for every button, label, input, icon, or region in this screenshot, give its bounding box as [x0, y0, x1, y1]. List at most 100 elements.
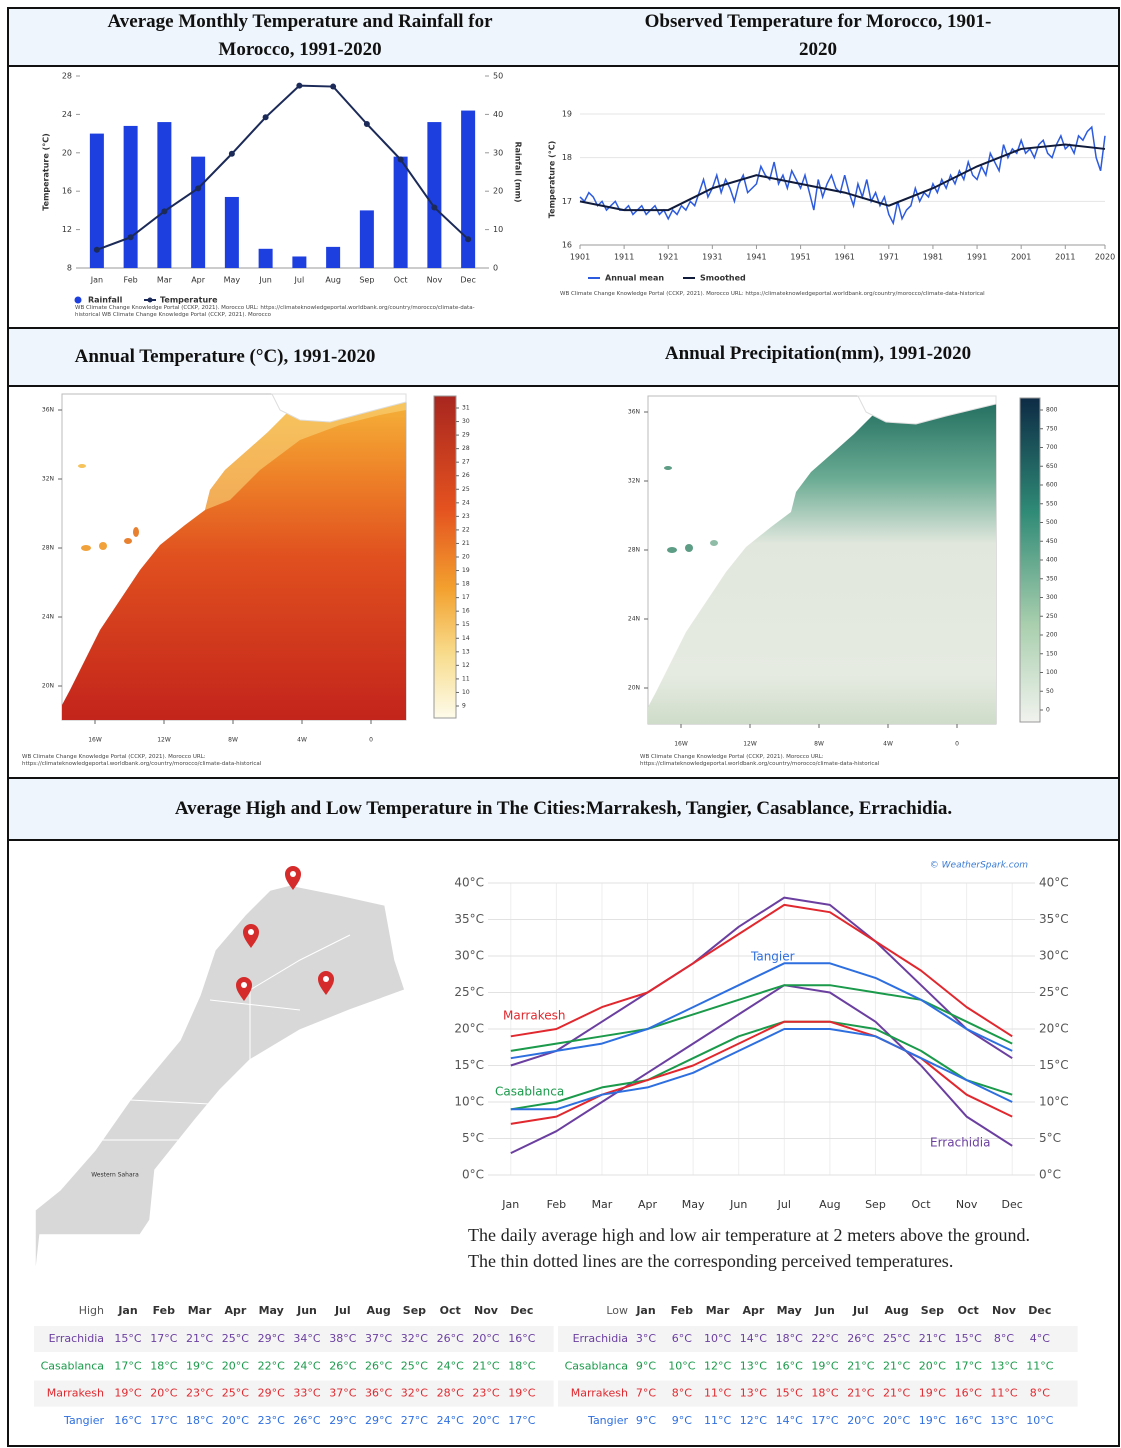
table-cell: 10°C — [704, 1332, 731, 1345]
line — [510, 1028, 1013, 1111]
table-cell: 19°C — [186, 1359, 213, 1372]
y-tick-label: 0°C — [462, 1168, 484, 1182]
line — [96, 84, 469, 251]
x-tick-label: Mar — [157, 276, 173, 285]
y-axis-label: Temperature (°C) — [42, 133, 51, 211]
series-label: Tangier — [750, 950, 795, 964]
colorbar-label: 10 — [462, 689, 470, 696]
lat-label: 28N — [42, 545, 54, 552]
table-header: Jan — [635, 1304, 655, 1317]
colorbar-label: 350 — [1046, 575, 1058, 582]
y-tick-label: 15°C — [454, 1058, 484, 1072]
table-cell: 26°C — [847, 1332, 874, 1345]
table-cell: 37°C — [365, 1332, 392, 1345]
table-cell: 21°C — [472, 1359, 499, 1372]
table-cell: 16°C — [508, 1332, 535, 1345]
table-cell: 21°C — [847, 1387, 874, 1400]
table-header: Oct — [440, 1304, 461, 1317]
table-cell: Tangier — [63, 1414, 104, 1427]
source-note: WB Climate Change Knowledge Portal (CCKP… — [640, 754, 880, 767]
table-cell: 20°C — [222, 1359, 249, 1372]
table-cell: 33°C — [293, 1387, 320, 1400]
table-cell: 8°C — [994, 1332, 1014, 1345]
x-tick-label: May — [682, 1198, 705, 1211]
table-cell: 21°C — [883, 1387, 910, 1400]
table-cell: 16°C — [114, 1414, 141, 1427]
table-header: Apr — [224, 1304, 246, 1317]
x-tick-label: Oct — [912, 1198, 932, 1211]
line — [579, 143, 1106, 212]
table-cell: 17°C — [114, 1359, 141, 1372]
y2-tick-label: 0 — [493, 264, 498, 273]
colorbar-label: 100 — [1046, 669, 1058, 676]
colorbar-label: 11 — [462, 675, 470, 682]
line — [510, 1020, 1013, 1125]
table-cell: 32°C — [401, 1387, 428, 1400]
point — [161, 208, 168, 215]
colorbar-label: 20 — [462, 554, 470, 561]
table-cell: 22°C — [258, 1359, 285, 1372]
table-cell: 20°C — [472, 1332, 499, 1345]
bar — [258, 248, 273, 268]
bar — [427, 122, 442, 268]
table-cell: 37°C — [329, 1387, 356, 1400]
table-cell: 27°C — [401, 1414, 428, 1427]
table-cell: 38°C — [329, 1332, 356, 1345]
source-note: WB Climate Change Knowledge Portal (CCKP… — [75, 305, 475, 318]
table-cell: 19°C — [919, 1387, 946, 1400]
table-header: Jun — [814, 1304, 835, 1317]
y-tick-label: 5°C — [462, 1131, 484, 1145]
colorbar-label: 22 — [462, 526, 470, 533]
legend-label: Temperature — [160, 296, 218, 305]
colorbar-label: 9 — [462, 703, 466, 710]
table-header: Nov — [474, 1304, 499, 1317]
table-cell: 21°C — [883, 1359, 910, 1372]
lat-label: 36N — [42, 407, 54, 414]
table-cell: Errachidia — [49, 1332, 104, 1345]
map-label: Western Sahara — [91, 1172, 139, 1179]
table-cell: 26°C — [437, 1332, 464, 1345]
y-tick-label: 10°C — [454, 1095, 484, 1109]
table-cell: 13°C — [990, 1359, 1017, 1372]
line — [510, 1020, 1013, 1111]
point — [296, 82, 303, 89]
colorbar-label: 500 — [1046, 519, 1058, 526]
colorbar-label: 450 — [1046, 538, 1058, 545]
x-tick-label: Apr — [638, 1198, 658, 1211]
colorbar-label: 17 — [462, 594, 470, 601]
source-note: WB Climate Change Knowledge Portal (CCKP… — [560, 291, 985, 297]
series-label: Marrakesh — [503, 1009, 565, 1023]
x-tick-label: Oct — [394, 276, 408, 285]
y-axis-label: Temperature (°C) — [548, 141, 557, 219]
table-header: Sep — [921, 1304, 944, 1317]
table-cell: 18°C — [811, 1387, 838, 1400]
header-band — [7, 7, 1120, 67]
table-cell: 34°C — [293, 1332, 320, 1345]
colorbar-label: 25 — [462, 486, 470, 493]
x-tick-label: Dec — [460, 276, 475, 285]
table-cell: 25°C — [222, 1332, 249, 1345]
point — [465, 236, 472, 243]
lon-label: 0 — [955, 741, 959, 748]
lat-label: 20N — [628, 685, 640, 692]
table-cell: Tangier — [587, 1414, 628, 1427]
table-cell: 19°C — [811, 1359, 838, 1372]
colorbar-label: 24 — [462, 499, 470, 506]
table-cell: Casablanca — [41, 1359, 104, 1372]
table-header: May — [259, 1304, 284, 1317]
chart-title: Annual Precipitation(mm), 1991-2020 — [664, 343, 972, 364]
table-cell: 18°C — [776, 1332, 803, 1345]
table-cell: 15°C — [114, 1332, 141, 1345]
x-tick-label: 1931 — [702, 253, 722, 262]
y-tick-label: 20 — [62, 148, 72, 157]
table-cell: 9°C — [672, 1414, 692, 1427]
y2-tick-label: 5°C — [1039, 1131, 1061, 1145]
table-cell: 25°C — [883, 1332, 910, 1345]
bar — [393, 156, 408, 268]
colorbar-label: 0 — [1046, 707, 1050, 714]
x-tick-label: 2001 — [1011, 253, 1031, 262]
table-cell: 26°C — [329, 1359, 356, 1372]
y2-axis-label: Rainfall (mm) — [514, 141, 523, 202]
table-cell: 18°C — [508, 1359, 535, 1372]
